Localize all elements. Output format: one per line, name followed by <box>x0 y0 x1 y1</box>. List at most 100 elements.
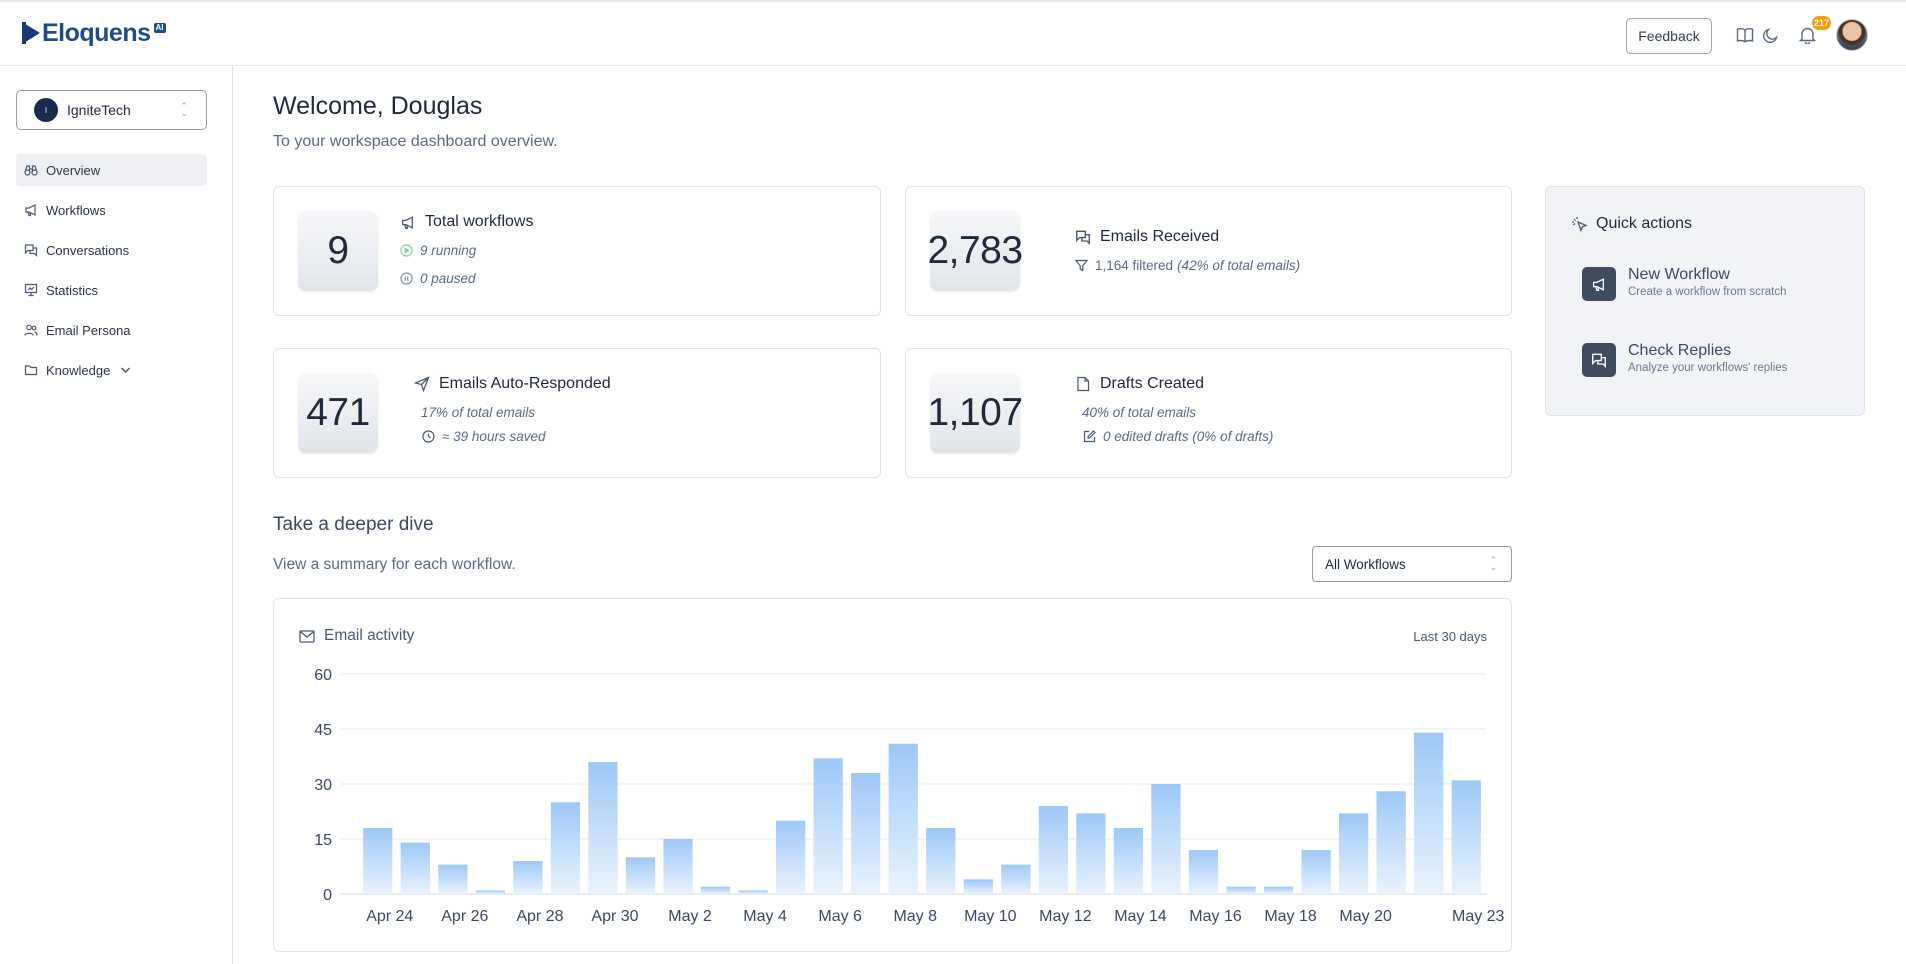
x-tick-label: Apr 30 <box>591 908 638 925</box>
stat-card-drafts: 1,107 Drafts Created 40% of total emails… <box>905 348 1512 478</box>
email-activity-card: Email activity Last 30 days 0 15 30 45 60 Apr… <box>273 598 1512 952</box>
sidebar-item-knowledge[interactable]: Knowledge <box>16 354 207 386</box>
play-circle-icon <box>399 244 413 258</box>
chart-bar[interactable]: May 15: 30 <box>1151 784 1181 894</box>
book-icon[interactable] <box>1734 24 1756 46</box>
chart-bar[interactable]: May 2: 15 <box>663 839 693 894</box>
chart-bar[interactable]: May 22: 44 <box>1414 732 1444 894</box>
filter-icon <box>1074 259 1088 273</box>
stat-title-text: Total workflows <box>425 213 534 230</box>
moon-icon[interactable] <box>1759 24 1781 46</box>
check-replies-action[interactable]: Check Replies Analyze your workflows' re… <box>1582 341 1787 377</box>
notification-badge: 217 <box>1812 16 1832 30</box>
workflow-select[interactable]: All Workflows ⌃ ⌄ <box>1312 546 1512 582</box>
new-workflow-action[interactable]: New Workflow Create a workflow from scra… <box>1582 265 1787 301</box>
chart-bar[interactable]: May 4: 1 <box>738 890 768 894</box>
logo[interactable]: Eloquens AI <box>22 20 166 46</box>
chart-bar[interactable]: Apr 25: 14 <box>400 842 430 894</box>
workflow-select-value: All Workflows <box>1325 556 1406 572</box>
sidebar-item-conversations[interactable]: Conversations <box>16 234 207 266</box>
stat-card-auto-responded: 471 Emails Auto-Responded 17% of total e… <box>273 348 881 478</box>
feedback-button[interactable]: Feedback <box>1626 18 1712 54</box>
chart-bar[interactable]: May 21: 28 <box>1376 791 1406 894</box>
page-title: Welcome, Douglas <box>273 92 483 120</box>
chart-bar[interactable]: May 16: 12 <box>1188 850 1219 894</box>
check-replies-desc: Analyze your workflows' replies <box>1628 362 1788 374</box>
chart-bar[interactable]: Apr 27: 1 <box>475 890 506 894</box>
chart-bar[interactable]: May 12: 24 <box>1038 806 1069 894</box>
stat-hours-saved-text: ≈ 39 hours saved <box>442 429 546 444</box>
chevron-up-down-icon: ⌃ ⌄ <box>1489 555 1497 572</box>
x-tick-label: May 4 <box>743 908 787 925</box>
sidebar: I IgniteTech ⌃ ⌄ Overview Workflows Conve… <box>0 66 233 964</box>
stat-title-text: Emails Auto-Responded <box>439 375 611 392</box>
stat-auto-pct: 17% of total emails <box>421 405 536 420</box>
check-replies-title: Check Replies <box>1628 342 1732 359</box>
stat-title: Total workflows <box>399 213 533 231</box>
org-switcher[interactable]: I IgniteTech ⌃ ⌄ <box>16 90 207 130</box>
email-activity-chart: 0 15 30 45 60 Apr 24: 18Apr 25: 14 Apr 26: 8 Ap… <box>314 667 1505 925</box>
y-tick-label: 0 <box>323 887 332 904</box>
x-tick-label: May 12 <box>1039 908 1092 925</box>
x-tick-label: May 2 <box>668 908 712 925</box>
stat-value: 471 <box>298 373 378 453</box>
sidebar-item-email-persona[interactable]: Email Persona <box>16 314 207 346</box>
stat-card-workflows: 9 Total workflows 9 running 0 paused <box>273 186 881 316</box>
chart-bar[interactable]: May 14: 18 <box>1113 828 1144 894</box>
stat-filtered-pct: (42% of total emails) <box>1177 258 1301 273</box>
x-tick-label: May 10 <box>964 908 1017 925</box>
stat-edited-drafts: 0 edited drafts (0% of drafts) <box>1082 429 1273 444</box>
chart-bar[interactable]: May 18: 2 <box>1263 886 1294 894</box>
chart-bar[interactable]: May 13: 22 <box>1076 813 1106 894</box>
chart-bar[interactable]: Apr 30: 36 <box>588 762 618 894</box>
chart-bar[interactable]: May 7: 33 <box>851 773 881 894</box>
chart-bar[interactable]: May 10: 4 <box>963 879 993 894</box>
document-icon <box>1074 375 1092 393</box>
chart-bar[interactable]: May 11: 8 <box>1001 864 1031 894</box>
quick-actions-title-text: Quick actions <box>1596 215 1693 232</box>
sidebar-item-statistics[interactable]: Statistics <box>16 274 207 306</box>
presentation-chart-icon <box>24 283 38 297</box>
chart-bar[interactable]: May 19: 12 <box>1301 850 1331 894</box>
y-tick-label: 60 <box>314 667 332 684</box>
stat-title: Drafts Created <box>1074 375 1204 393</box>
new-workflow-desc: Create a workflow from scratch <box>1628 286 1787 298</box>
chart-bar[interactable]: May 20: 22 <box>1338 813 1369 894</box>
chart-bar[interactable]: May 17: 2 <box>1226 886 1256 894</box>
clock-icon <box>421 430 435 444</box>
chart-bar[interactable]: May 9: 18 <box>926 828 956 894</box>
sidebar-item-overview[interactable]: Overview <box>16 154 207 186</box>
org-avatar: I <box>34 98 58 122</box>
sidebar-item-label: Conversations <box>46 242 130 258</box>
stat-filtered: 1,164 filtered (42% of total emails) <box>1074 258 1300 273</box>
chart-bar[interactable]: May 6: 37 <box>813 758 843 894</box>
chart-bar[interactable]: Apr 29: 25 <box>550 802 581 894</box>
chart-bar[interactable]: Apr 28: 9 <box>513 861 543 894</box>
chart-bar[interactable]: May 3: 2 <box>700 886 731 894</box>
stat-running: 9 running <box>399 243 476 258</box>
chart-bar[interactable]: May 5: 20 <box>775 820 806 894</box>
chevron-down-icon[interactable] <box>120 366 131 374</box>
x-tick-label: May 16 <box>1189 908 1242 925</box>
stat-running-text: 9 running <box>420 243 477 258</box>
sidebar-item-workflows[interactable]: Workflows <box>16 194 207 226</box>
chart-bar[interactable]: Apr 24: 18 <box>363 828 393 894</box>
bell-icon[interactable] <box>1796 24 1818 46</box>
stat-card-received: 2,783 Emails Received 1,164 filtered (42… <box>905 186 1512 316</box>
folder-icon <box>24 363 38 377</box>
chart-bar[interactable]: May 1: 10 <box>625 857 656 894</box>
y-tick-label: 30 <box>314 777 332 794</box>
chevron-up-down-icon: ⌃ ⌄ <box>180 101 188 118</box>
x-tick-label: May 23 <box>1452 908 1505 925</box>
section-subtitle: View a summary for each workflow. <box>273 556 516 573</box>
chart-bar[interactable]: May 23: 31 <box>1451 780 1481 894</box>
avatar[interactable] <box>1836 19 1868 51</box>
stat-title: Emails Received <box>1074 228 1219 246</box>
chart-bar[interactable]: Apr 26: 8 <box>438 864 468 894</box>
stat-value: 2,783 <box>927 211 1023 291</box>
chart-bar[interactable]: May 8: 41 <box>888 743 918 894</box>
stat-filtered-text: 1,164 filtered <box>1095 258 1174 273</box>
stat-title: Emails Auto-Responded <box>413 375 611 393</box>
new-workflow-title: New Workflow <box>1628 266 1730 283</box>
chat-icon <box>24 243 38 257</box>
